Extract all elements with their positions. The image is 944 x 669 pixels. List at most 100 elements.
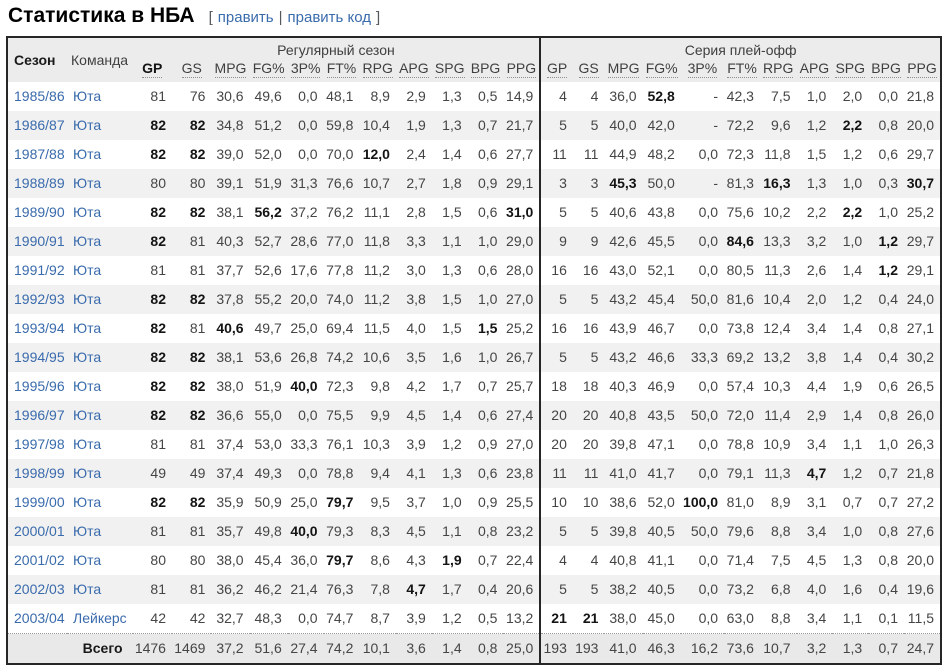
stat-cell: 81 [189,320,206,336]
season-link[interactable]: 1991/92 [14,262,65,278]
season-link[interactable]: 1999/00 [14,494,65,510]
season-link[interactable]: 1988/89 [14,175,65,191]
team-link[interactable]: Юта [73,233,102,249]
stats-tbody: 1985/86 Юта 81 76 30,6 49,6 0,0 48,1 8,9 2,9 1,3 0,… [7,82,941,664]
stat-cell: 2,6 [806,262,827,278]
stat-cell: 49 [189,465,206,481]
stat-col-header: PPG [503,59,541,82]
season-link[interactable]: 1994/95 [14,349,65,365]
team-link[interactable]: Юта [73,465,102,481]
stat-cell: 25,2 [506,320,534,336]
team-link[interactable]: Юта [73,436,102,452]
stat-cell: 0,0 [698,204,719,220]
stat-cell: 2,9 [406,88,426,104]
team-cell: Юта [67,314,133,343]
team-link[interactable]: Юта [73,117,102,133]
stat-cell: 5 [590,349,599,365]
season-link[interactable]: 1986/87 [14,117,65,133]
stat-cell: 75,6 [726,204,754,220]
edit-link[interactable]: править [217,9,274,26]
stat-cell: 0,1 [878,610,898,626]
team-link[interactable]: Юта [73,146,102,162]
stat-cell: 10 [539,488,573,517]
stat-cell: 4,1 [406,465,426,481]
stat-cell: 0,8 [878,320,898,336]
team-link[interactable]: Юта [73,349,102,365]
season-link[interactable]: 1997/98 [14,436,65,452]
stat-cell: 1,4 [842,407,863,423]
stat-cell: 21,8 [906,88,934,104]
stat-cell: 43,9 [609,320,637,336]
stat-cell: 81,3 [726,175,754,191]
stat-cell: 26,8 [290,349,318,365]
team-link[interactable]: Юта [73,88,102,104]
team-link[interactable]: Юта [73,320,102,336]
season-link[interactable]: 1992/93 [14,291,65,307]
season-link[interactable]: 1993/94 [14,320,65,336]
stat-cell: 18 [582,378,599,394]
team-link[interactable]: Юта [73,552,102,568]
edit-code-link[interactable]: править код [287,9,372,26]
stat-cell: 0,0 [698,610,719,626]
season-link[interactable]: 1998/99 [14,465,65,481]
team-link[interactable]: Юта [73,494,102,510]
stat-cell: 27,4 [287,633,324,664]
stat-cell: 3,4 [806,436,827,452]
season-link[interactable]: 1995/96 [14,378,65,394]
stat-cell: 2,9 [806,407,827,423]
stat-cell: 0,0 [698,378,719,394]
season-link[interactable]: 1989/90 [14,204,65,220]
season-link[interactable]: 1996/97 [14,407,65,423]
season-cell: 2000/01 [7,517,67,546]
stat-col-header: MPG [604,59,643,82]
season-link[interactable]: 2001/02 [14,552,65,568]
team-cell: Юта [67,546,133,575]
team-link[interactable]: Юта [73,204,102,220]
team-link[interactable]: Юта [73,581,102,597]
stat-cell: 0,9 [477,175,498,191]
stat-cell: 1,0 [477,233,498,249]
team-link[interactable]: Юта [73,378,102,394]
stat-cell: 11,8 [363,233,390,249]
season-link[interactable]: 2002/03 [14,581,65,597]
stat-header-row: GP GS MPG FG% 3P% FT% RPG APG SPG BPG PPG GP GS MPG FG… [7,59,941,82]
table-row: 1987/88 Юта 82 82 39,0 52,0 0,0 70,0 12,0 2,4 1,4 0… [7,140,941,169]
stat-cell: 37,4 [216,465,244,481]
stat-cell: 1,5 [477,320,498,336]
team-link[interactable]: Юта [73,291,102,307]
team-link[interactable]: Юта [73,523,102,539]
season-link[interactable]: 2003/04 [14,610,65,626]
stat-cell: 30,6 [216,88,244,104]
col-header-team: Команда [67,37,133,82]
team-cell: Юта [67,140,133,169]
stat-cell: 73,6 [724,633,760,664]
stat-cell: 10,4 [362,117,390,133]
season-link[interactable]: 1985/86 [14,88,65,104]
season-link[interactable]: 1987/88 [14,146,65,162]
team-link[interactable]: Юта [73,175,102,191]
stat-cell: 82 [150,407,166,423]
team-link[interactable]: Лейкерс [73,610,127,626]
stat-cell: 0,7 [868,633,904,664]
stat-cell: 38,0 [216,378,244,394]
stat-cell: 73,8 [726,320,754,336]
stat-cell: 0,6 [477,146,498,162]
stat-cell: 11 [539,459,573,488]
team-cell: Юта [67,343,133,372]
stat-cell: 0,8 [477,523,498,539]
stat-cell: 16,3 [763,175,791,191]
stat-cell: 1,4 [442,146,462,162]
team-link[interactable]: Юта [73,407,102,423]
team-link[interactable]: Юта [73,262,102,278]
stat-cell: 25,0 [290,320,318,336]
stat-cell: 81,0 [726,494,754,510]
stat-col-header: PPG [903,59,941,82]
table-row: 1995/96 Юта 82 82 38,0 51,9 40,0 72,3 9,8 4,2 1,7 0… [7,372,941,401]
season-link[interactable]: 2000/01 [14,523,65,539]
stat-cell: 4,2 [406,378,426,394]
season-cell: 1990/91 [7,227,67,256]
stat-cell: 79,6 [726,523,754,539]
season-link[interactable]: 1990/91 [14,233,65,249]
stat-cell: 40,0 [609,117,637,133]
stat-cell: 69,2 [726,349,754,365]
